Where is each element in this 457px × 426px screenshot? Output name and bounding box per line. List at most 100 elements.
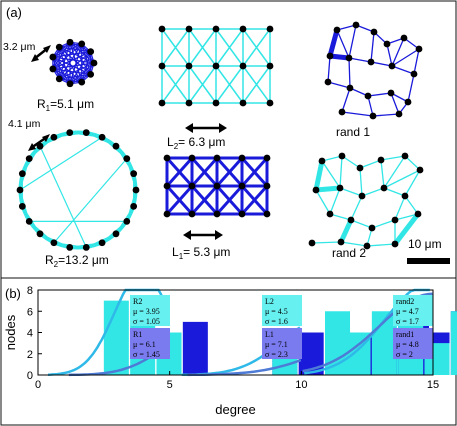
network-node <box>363 242 371 250</box>
network-node <box>391 240 399 248</box>
network-edge <box>413 48 420 75</box>
network-node <box>383 40 391 48</box>
network-node <box>185 25 193 33</box>
network-node <box>345 54 353 62</box>
network-node <box>263 210 271 218</box>
network-edge <box>327 29 340 57</box>
network-node <box>66 80 74 88</box>
network-node <box>377 156 385 164</box>
stats-name-rand2: rand2 <box>396 297 414 306</box>
network-node <box>123 155 131 163</box>
network-edge <box>350 219 373 229</box>
network-edge <box>336 29 350 59</box>
network-node <box>87 70 95 78</box>
network-node <box>263 154 271 162</box>
network-node <box>188 182 196 190</box>
y-axis-label: nodes <box>3 314 18 350</box>
network-node <box>36 230 44 238</box>
network-node <box>336 184 344 192</box>
network-node <box>18 170 26 178</box>
network-node <box>401 152 409 160</box>
network-node <box>347 216 355 224</box>
y-tick-label: 8 <box>27 285 33 297</box>
arrow-large-circle <box>28 134 50 151</box>
network-node <box>346 84 354 92</box>
network-node <box>55 75 63 83</box>
network-edge <box>383 155 406 189</box>
network-node <box>368 224 376 232</box>
network-node <box>185 62 193 70</box>
network-node <box>78 40 86 48</box>
network-edge <box>367 95 374 117</box>
stats-box-rand1 <box>393 328 433 359</box>
network-node <box>158 62 166 70</box>
network-grid-light <box>158 25 274 107</box>
network-edge <box>359 159 382 169</box>
network-node <box>112 142 120 150</box>
y-tick-label: 4 <box>27 328 33 340</box>
network-edge <box>361 187 385 197</box>
stats-name-L2: L2 <box>265 297 274 306</box>
network-node <box>266 62 274 70</box>
stats-sigma-L2: σ = 1.6 <box>265 317 288 326</box>
grid-light-label: L2= 6.3 μm <box>167 135 225 151</box>
network-node <box>380 184 388 192</box>
network-edge <box>215 65 244 104</box>
y-tick-label: 2 <box>27 349 33 361</box>
grid-dark-label: L1= 5.3 μm <box>172 245 230 261</box>
network-edge <box>165 157 194 187</box>
fit-curve-rand2 <box>304 288 430 375</box>
panel-a: 3.2 μm 4.1 μm R1=5.1 μm R2=13.2 μm L2= 6… <box>3 21 450 269</box>
stats-box-R1 <box>130 328 170 359</box>
network-grid-dark <box>163 154 271 218</box>
network-node <box>25 155 33 163</box>
network-edge <box>380 155 406 161</box>
network-node <box>66 38 74 46</box>
network-edge <box>404 155 421 171</box>
stats-sigma-L1: σ = 2.3 <box>265 350 288 359</box>
network-edge <box>161 65 190 104</box>
network-edge <box>366 243 396 247</box>
small-circle-arrow-label: 3.2 μm <box>3 41 36 53</box>
network-node <box>391 216 399 224</box>
network-edge <box>383 169 421 189</box>
network-edge <box>341 155 361 169</box>
network-edge <box>386 43 393 67</box>
network-edge <box>315 185 341 193</box>
network-edge <box>341 87 351 113</box>
network-node <box>352 21 360 29</box>
network-node <box>16 186 24 194</box>
stats-name-R2: R2 <box>133 297 142 306</box>
network-edge <box>321 160 341 189</box>
network-edge <box>391 48 420 67</box>
network-edge <box>391 65 415 75</box>
network-edge <box>341 111 374 117</box>
network-node <box>213 182 221 190</box>
network-edge <box>380 159 385 189</box>
network-node <box>364 92 372 100</box>
network-circle-small <box>49 38 98 88</box>
network-edge <box>407 73 415 103</box>
network-rand-1 <box>324 21 423 120</box>
network-node <box>82 129 90 136</box>
network-node <box>82 244 90 251</box>
network-edge <box>329 187 341 215</box>
network-node <box>238 210 246 218</box>
network-node <box>356 164 364 172</box>
network-node <box>213 210 221 218</box>
network-node <box>266 99 274 107</box>
network-node <box>333 26 341 34</box>
network-edge <box>339 155 343 189</box>
network-node <box>367 58 375 66</box>
network-node <box>213 154 221 162</box>
network-edge <box>39 145 87 248</box>
network-edge <box>338 218 354 244</box>
network-edge <box>53 158 128 244</box>
network-node <box>212 99 220 107</box>
network-node <box>388 62 396 70</box>
network-edge <box>52 43 82 58</box>
network-node <box>98 239 106 247</box>
